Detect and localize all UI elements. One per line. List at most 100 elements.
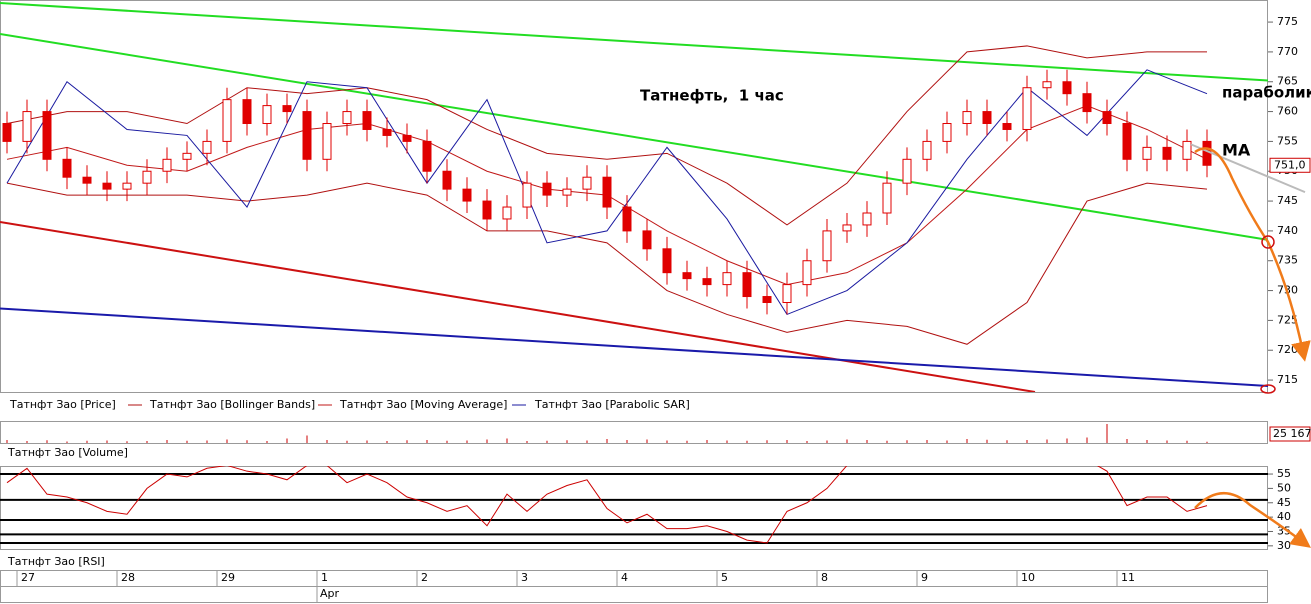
candle-body [522,182,532,208]
candle-body [982,111,992,125]
trend-line [1190,143,1306,194]
candle-body [742,272,752,298]
candle-body [642,230,652,250]
candle-body [122,182,132,190]
volume-last-label: 25 167 [1273,427,1311,440]
y-tick-label: 715 [1277,373,1298,386]
last-price-box [1269,157,1311,173]
candle-body [1002,123,1012,130]
highlight-circle [1260,384,1276,394]
x-tick-label: 5 [721,571,728,584]
y-tick-label: 760 [1277,105,1298,118]
trend-line [0,1,1268,82]
x-tick-label: 9 [921,571,928,584]
y-tick-label: 765 [1277,75,1298,88]
candle-body [482,200,492,220]
candle-body [762,296,772,304]
legend-label: Татнфт Зао [Moving Average] [339,398,507,411]
annotation: параболик [1222,84,1311,102]
candle-body [1042,81,1052,89]
bollinger-lower [6,182,1208,345]
candle-body [1122,123,1132,160]
rsi-tick-label: 55 [1277,467,1291,480]
trend-line [0,33,1268,241]
x-tick-label: 10 [1021,571,1035,584]
candle-body [1102,111,1112,125]
trend-line [0,220,1036,392]
last-price-label: 751,0 [1274,158,1306,171]
candle-body [942,123,952,142]
bollinger-upper [6,45,1207,226]
rsi-forecast-arrow [1194,491,1311,548]
candle-body [202,140,212,154]
candle-body [802,260,812,286]
volume-last-box [1269,426,1311,442]
candle-body [322,123,332,160]
chart-title: Татнефть, 1 час [640,87,784,105]
rsi-plot [0,466,1268,544]
y-tick-label: 740 [1277,224,1298,237]
legend-label: Татнфт Зао [Price] [9,398,116,411]
x-tick-label: 2 [421,571,428,584]
rsi-tick-label: 35 [1277,524,1291,537]
candle-body [402,134,412,142]
candle-body [1062,81,1072,95]
candle-body [782,284,792,304]
y-tick-label: 770 [1277,45,1298,58]
candle-body [1082,93,1092,113]
candle-body [442,170,452,190]
candle-body [282,105,292,113]
trend-line [0,307,1268,388]
candle-body [102,182,112,190]
y-tick-label: 755 [1277,134,1298,147]
y-tick-label: 735 [1277,254,1298,267]
candle-body [542,182,552,196]
rsi-line [6,466,1208,544]
candle-body [702,278,712,286]
candle-body [602,176,612,208]
candle-body [622,206,632,232]
candle-body [362,111,372,130]
x-tick-label: 1 [321,571,328,584]
volume-panel [0,421,1268,444]
candle-body [922,140,932,160]
candle-body [62,158,72,178]
candle-body [2,123,12,142]
candle-body [842,224,852,232]
candle-body [1162,146,1172,160]
candle-body [862,212,872,226]
panel-label: Татнфт Зао [Volume] [7,446,128,459]
x-tick-label: 8 [821,571,828,584]
candle-body [562,188,572,196]
candle-body [302,111,312,160]
x-tick-label: 4 [621,571,628,584]
candle-body [1022,87,1032,130]
candle-body [342,111,352,125]
candle-body [902,158,912,184]
y-tick-label: 745 [1277,194,1298,207]
candle-body [822,230,832,262]
candle-body [722,272,732,286]
candle-body [262,105,272,125]
candle-body [1142,146,1152,160]
y-tick-label: 775 [1277,15,1298,28]
candle-body [422,140,432,172]
candle-body [242,99,252,125]
x-tick-label: 11 [1121,571,1135,584]
candle-body [82,176,92,184]
x-tick-label: 3 [521,571,528,584]
rsi-panel [0,466,1268,550]
candle-body [582,176,592,190]
candle-body [222,99,232,142]
rsi-tick-label: 30 [1277,539,1291,552]
rsi-tick-label: 40 [1277,510,1291,523]
candle-body [42,111,52,160]
candle-body [142,170,152,184]
candle-body [1182,140,1192,160]
rsi-tick-label: 50 [1277,481,1291,494]
candle-body [962,111,972,125]
candle-body [22,111,32,142]
x-tick-label: 27 [21,571,35,584]
